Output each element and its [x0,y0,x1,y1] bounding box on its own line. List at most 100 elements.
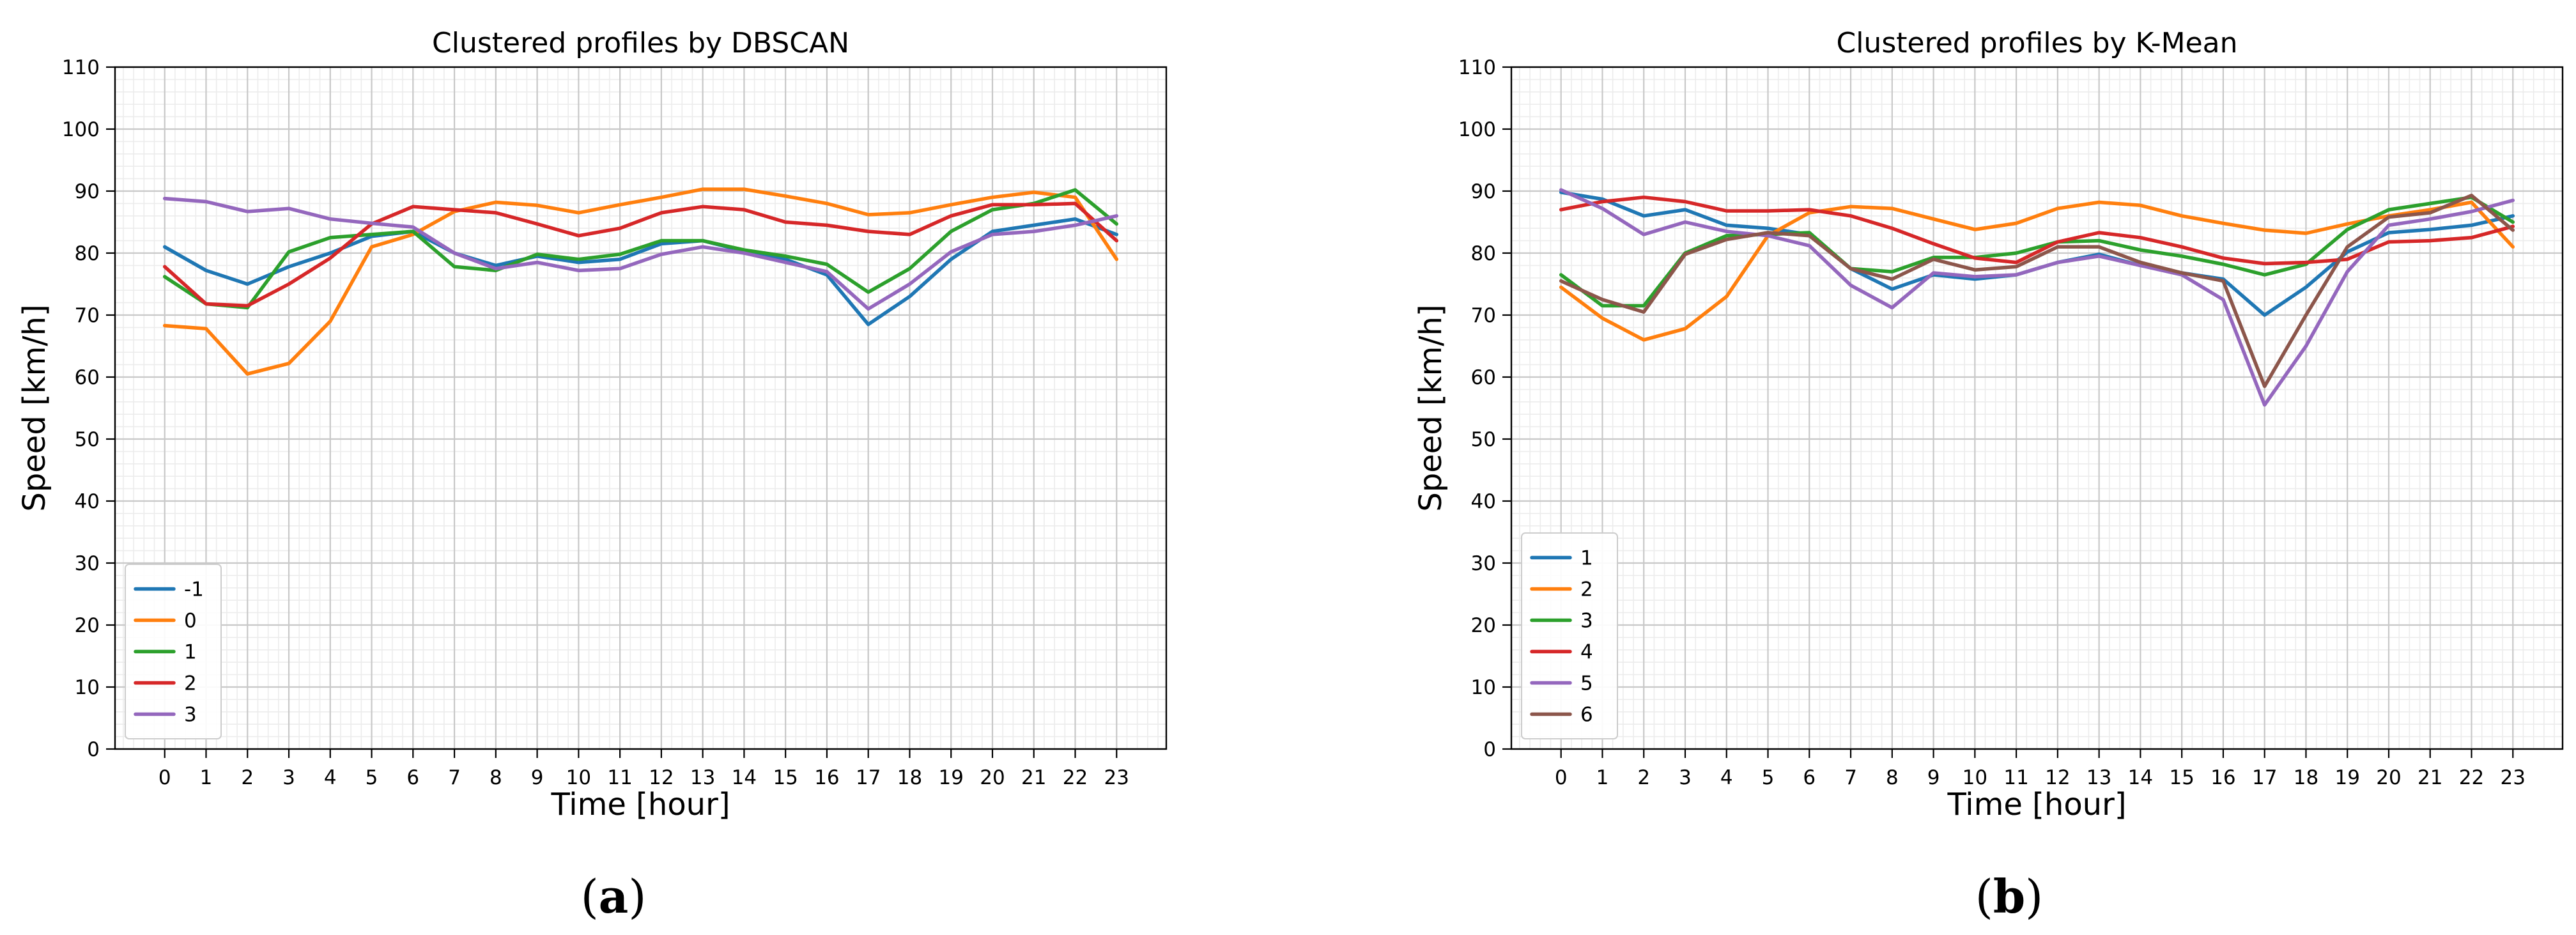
panel-b-x-tick-label: 7 [1844,766,1857,789]
panel-b-legend-label: 5 [1580,672,1593,695]
panel-b-x-tick-label: 10 [1963,766,1987,789]
panel-b-y-tick-label: 40 [1471,490,1496,513]
panel-b-grid [1511,66,2563,750]
panel-b-caption-open: ( [1975,870,1993,923]
panel-a-legend-label: 3 [184,704,197,727]
panel-a-legend-label: 0 [184,610,197,633]
panel-a-axes: 0 1 2 3 4 5 6 7 8 9 10 11 12 13 14 15 16 17 18 19 20 21 22 2301… [62,56,1168,789]
panel-b-legend-label: 3 [1580,610,1593,633]
panel-b-x-tick-label: 5 [1762,766,1775,789]
panel-a-x-tick-label: 16 [814,766,839,789]
panel-a-x-tick-label: 13 [690,766,715,789]
panel-a-x-tick-label: 9 [531,766,544,789]
panel-a-y-tick-label: 10 [75,676,100,699]
panel-a-caption: (a) [581,869,647,923]
panel-b-x-tick-label: 13 [2086,766,2111,789]
panel-b-x-axis-label: Time [hour] [1947,787,2126,823]
panel-a-x-tick-label: 2 [241,766,254,789]
panel-b-caption-close: ) [2025,870,2044,923]
panel-a-x-tick-label: 0 [158,766,171,789]
panel-b-legend: 1 2 3 4 5 6 [1521,532,1618,739]
panel-a-x-tick-label: 4 [324,766,337,789]
panel-b-x-tick-label: 1 [1596,766,1609,789]
panel-b-y-axis-label: Speed [km/h] [1413,304,1449,511]
panel-a-x-tick-label: 15 [773,766,798,789]
panel-b-series-line-5 [1559,188,2515,407]
panel-a-x-tick-label: 1 [200,766,213,789]
panel-a-x-tick-label: 11 [607,766,632,789]
panel-b-x-tick-label: 2 [1637,766,1650,789]
panel-a-series-line-2 [162,187,1119,376]
panel-b-y-tick-label: 0 [1483,738,1496,761]
panel-a-x-tick-label: 12 [649,766,674,789]
panel-b-axes: 0 1 2 3 4 5 6 7 8 9 10 11 12 13 14 15 16 17 18 19 20 21 22 2301… [1458,56,2564,789]
panel-b-title: Clustered profiles by K-Mean [1836,27,2237,59]
panel-a-x-tick-label: 6 [406,766,419,789]
panel-b-legend-label: 1 [1580,547,1593,570]
panel-a-y-tick-label: 110 [62,56,100,79]
panel-b-y-tick-label: 60 [1471,366,1496,389]
panel-b-x-tick-label: 11 [2003,766,2028,789]
panel-b-x-tick-label: 14 [2128,766,2153,789]
panel-a-y-tick-label: 40 [75,490,100,513]
panel-a-x-tick-label: 18 [897,766,922,789]
panel-a-series-line-1 [162,217,1119,327]
panel-a-series-line-3 [162,188,1119,310]
panel-b-x-tick-label: 20 [2376,766,2401,789]
panel-b-x-tick-label: 19 [2335,766,2360,789]
panel-a-y-tick-label: 70 [75,304,100,327]
panel-b-series [1559,188,2515,407]
panel-a-x-tick-label: 22 [1063,766,1088,789]
panel-a-x-tick-label: 17 [856,766,881,789]
panel-a-series-line-5 [162,196,1119,311]
panel-b-x-tick-label: 8 [1886,766,1899,789]
panel-b-x-tick-label: 17 [2252,766,2277,789]
panel-b-series-line-3 [1559,195,2515,308]
panel-b-y-tick-label: 30 [1471,552,1496,575]
panel-b-x-tick-label: 3 [1679,766,1692,789]
panel-a-y-tick-label: 20 [75,614,100,637]
panel-b-legend-box [1521,532,1618,739]
panel-a-title: Clustered profiles by DBSCAN [432,27,849,59]
panel-b-series-line-6 [1559,194,2515,389]
panel-b-x-tick-label: 15 [2169,766,2194,789]
panel-b-x-tick-label: 12 [2045,766,2070,789]
panel-a-grid [115,66,1166,750]
panel-b-x-tick-label: 0 [1555,766,1568,789]
panel-a-y-tick-label: 100 [62,118,100,141]
panel-a-y-tick-label: 0 [87,738,100,761]
panel-a-x-tick-label: 10 [566,766,591,789]
panel-b-legend-label: 2 [1580,578,1593,601]
panel-a-x-tick-label: 21 [1021,766,1046,789]
panel-a-x-axis-label: Time [hour] [550,787,730,823]
panel-b-y-tick-label: 50 [1471,428,1496,451]
panel-a-y-tick-label: 80 [75,242,100,265]
panel-b-y-tick-label: 20 [1471,614,1496,637]
panel-b-y-tick-label: 10 [1471,676,1496,699]
panel-a-caption-open: ( [580,870,599,923]
panel-b-legend-label: 4 [1580,641,1593,664]
panel-a-caption-letter: a [598,869,629,923]
panel-a-x-tick-label: 7 [448,766,461,789]
panel-a-legend-label: 1 [184,641,197,664]
panel-a-x-tick-label: 23 [1104,766,1129,789]
panel-a-series [162,187,1119,376]
panel-b-plot-frame [1510,66,2564,750]
panel-b-series-line-2 [1559,200,2515,342]
panel-a-legend-label: 2 [184,672,197,695]
panel-a-caption-close: ) [628,870,647,923]
panel-a-legend: -1 0 1 2 3 [125,564,222,739]
panel-a-x-tick-label: 19 [939,766,964,789]
panel-b-caption: (b) [1975,869,2044,923]
panel-a-x-tick-label: 14 [732,766,757,789]
panel-a-x-tick-label: 3 [282,766,295,789]
panel-b-legend-label: 6 [1580,704,1593,727]
panel-b-x-tick-label: 21 [2418,766,2442,789]
panel-a-y-tick-label: 50 [75,428,100,451]
panel-b-x-tick-label: 16 [2210,766,2235,789]
panel-b-y-tick-label: 110 [1458,56,1496,79]
panel-a-x-tick-label: 8 [490,766,502,789]
panel-a-x-tick-label: 5 [366,766,378,789]
panel-b-x-tick-label: 23 [2501,766,2526,789]
